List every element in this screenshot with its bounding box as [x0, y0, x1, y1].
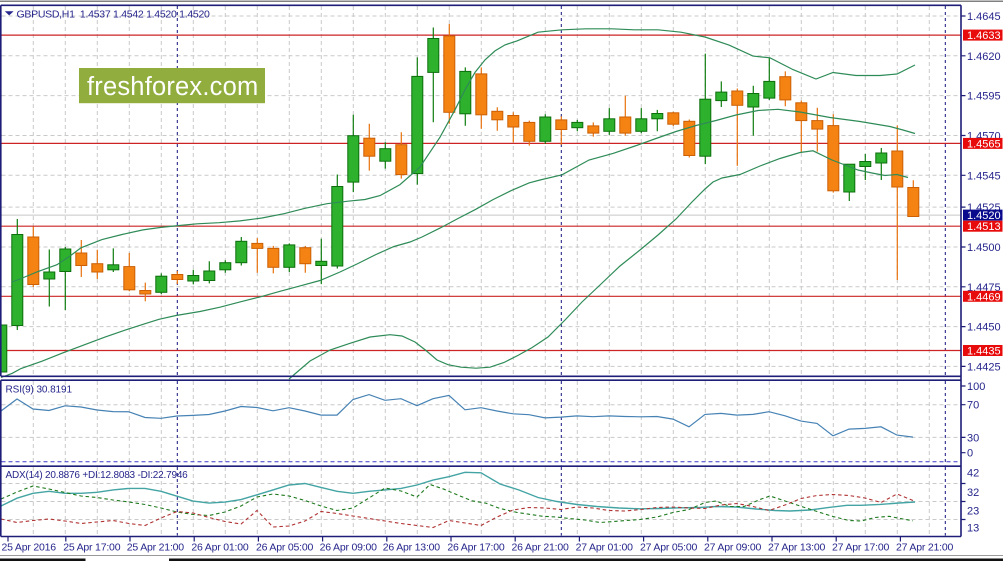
svg-text:25 Apr 17:00: 25 Apr 17:00	[63, 542, 121, 554]
svg-text:27 Apr 17:00: 27 Apr 17:00	[832, 542, 890, 554]
svg-text:RSI(9) 30.8191: RSI(9) 30.8191	[6, 385, 73, 396]
svg-text:GBPUSD,H1 1.4537 1.4542 1.452: GBPUSD,H1 1.4537 1.4542 1.4520 1.4520	[17, 9, 211, 21]
svg-text:1.4469: 1.4469	[967, 291, 1001, 303]
svg-text:1.4500: 1.4500	[967, 242, 1001, 254]
svg-text:26 Apr 05:00: 26 Apr 05:00	[256, 542, 314, 554]
svg-text:27 Apr 01:00: 27 Apr 01:00	[576, 542, 634, 554]
svg-text:1.4565: 1.4565	[967, 138, 1001, 150]
svg-text:100: 100	[967, 381, 985, 393]
svg-text:13: 13	[967, 523, 979, 535]
svg-text:1.4545: 1.4545	[967, 170, 1001, 182]
svg-text:26 Apr 09:00: 26 Apr 09:00	[320, 542, 378, 554]
svg-text:27 Apr 05:00: 27 Apr 05:00	[640, 542, 698, 554]
svg-text:27 Apr 13:00: 27 Apr 13:00	[768, 542, 826, 554]
svg-text:freshforex.com: freshforex.com	[87, 73, 258, 101]
svg-text:25 Apr 2016: 25 Apr 2016	[2, 542, 57, 554]
svg-text:ADX(14) 20.8876 +DI:12.8083 -D: ADX(14) 20.8876 +DI:12.8083 -DI:22.7946	[6, 470, 189, 481]
svg-text:1.4425: 1.4425	[967, 361, 1001, 373]
svg-text:1.4520: 1.4520	[967, 210, 1001, 222]
svg-text:26 Apr 21:00: 26 Apr 21:00	[512, 542, 570, 554]
svg-text:1.4645: 1.4645	[967, 11, 1001, 23]
svg-text:0: 0	[967, 448, 973, 460]
svg-text:26 Apr 01:00: 26 Apr 01:00	[191, 542, 249, 554]
svg-text:1.4620: 1.4620	[967, 51, 1001, 63]
svg-text:1.4633: 1.4633	[967, 30, 1001, 42]
svg-text:30: 30	[967, 432, 979, 444]
svg-text:42: 42	[967, 468, 979, 480]
svg-text:1.4595: 1.4595	[967, 91, 1001, 103]
svg-text:1.4450: 1.4450	[967, 322, 1001, 334]
svg-text:1.4435: 1.4435	[967, 346, 1001, 358]
svg-text:23: 23	[967, 505, 979, 517]
svg-text:27 Apr 09:00: 27 Apr 09:00	[704, 542, 762, 554]
svg-text:32: 32	[967, 487, 979, 499]
svg-text:1.4513: 1.4513	[967, 221, 1001, 233]
svg-text:25 Apr 21:00: 25 Apr 21:00	[127, 542, 185, 554]
svg-text:26 Apr 17:00: 26 Apr 17:00	[447, 542, 505, 554]
svg-text:26 Apr 13:00: 26 Apr 13:00	[383, 542, 441, 554]
svg-text:70: 70	[967, 400, 979, 412]
svg-text:27 Apr 21:00: 27 Apr 21:00	[896, 542, 954, 554]
